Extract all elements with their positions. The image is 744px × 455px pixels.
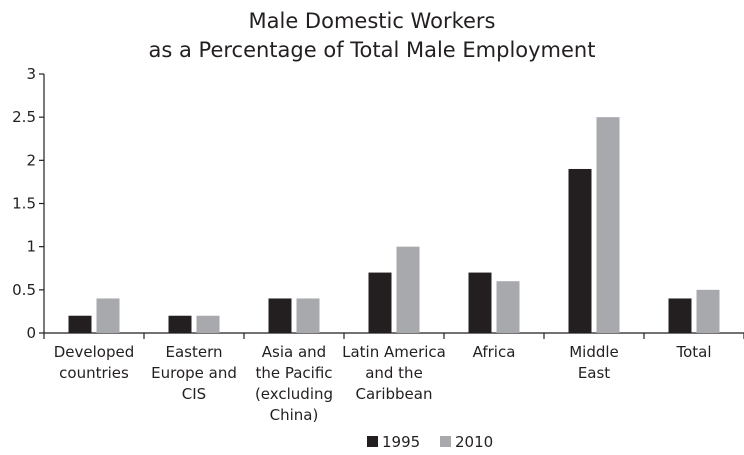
bar-1995	[668, 298, 692, 333]
y-tick-label: 2	[26, 151, 36, 169]
x-category-label: Asia and the Pacific (excluding China)	[255, 343, 333, 424]
bar-2010	[596, 117, 620, 334]
x-category-label: Eastern Europe and CIS	[151, 343, 237, 403]
bar-2010	[396, 246, 420, 333]
bar-1995	[368, 272, 392, 333]
bar-2010	[296, 298, 320, 333]
y-tick-label: 1.5	[12, 195, 36, 213]
chart-title-line-1: Male Domestic Workers	[248, 9, 496, 33]
y-tick-label: 3	[26, 65, 36, 83]
y-tick-label: 0.5	[12, 281, 36, 299]
bar-2010	[696, 289, 720, 333]
legend-label-2010: 2010	[455, 433, 493, 451]
legend-swatch-2010	[440, 436, 451, 447]
bar-2010	[96, 298, 120, 333]
chart-title-line-2: as a Percentage of Total Male Employment	[148, 38, 596, 62]
bar-1995	[568, 168, 592, 333]
bar-2010	[496, 281, 520, 333]
x-category-label: Total	[675, 343, 711, 361]
bar-1995	[68, 315, 92, 333]
x-category-label: Developed countries	[54, 343, 135, 382]
bar-2010	[196, 315, 220, 333]
y-tick-label: 1	[26, 238, 36, 256]
x-category-label: Africa	[473, 343, 516, 361]
bar-1995	[168, 315, 192, 333]
legend-swatch-1995	[367, 436, 378, 447]
bar-1995	[268, 298, 292, 333]
x-category-label: Latin America and the Caribbean	[342, 343, 446, 403]
bar-1995	[468, 272, 492, 333]
x-category-label: Middle East	[569, 343, 619, 382]
y-tick-label: 0	[26, 324, 36, 342]
y-tick-label: 2.5	[12, 108, 36, 126]
legend-label-1995: 1995	[382, 433, 420, 451]
